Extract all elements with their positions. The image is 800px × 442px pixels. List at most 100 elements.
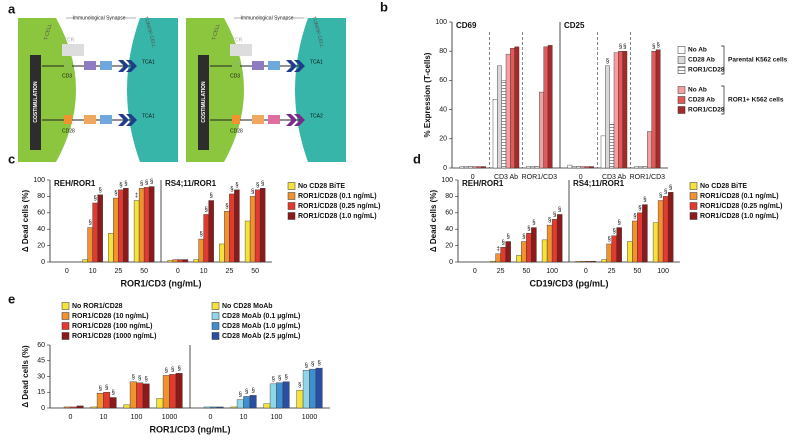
bar bbox=[634, 166, 639, 169]
significance-mark: § bbox=[245, 389, 248, 395]
bar bbox=[580, 260, 587, 263]
y-tick-label: 30 bbox=[37, 373, 45, 380]
bar bbox=[90, 406, 98, 409]
bar bbox=[463, 166, 469, 169]
x-tick-label: ROR1/CD3 bbox=[630, 174, 666, 181]
bar bbox=[156, 398, 164, 409]
legend-label: ROR1/CD28 (1.0 ng/mL) bbox=[700, 213, 779, 220]
title-bg bbox=[242, 14, 292, 22]
synapse-diagram: COSTIMULATION T-CELL TUMOR CELL Immunolo… bbox=[186, 14, 346, 162]
significance-mark: § bbox=[633, 214, 636, 220]
panel-label: c bbox=[8, 151, 15, 166]
legend-swatch bbox=[61, 312, 70, 320]
legend-swatch bbox=[211, 302, 220, 310]
bar bbox=[611, 235, 617, 263]
significance-mark: § bbox=[548, 218, 551, 224]
significance-mark: § bbox=[669, 185, 672, 191]
y-tick-label: 60 bbox=[37, 210, 45, 217]
bar bbox=[143, 187, 150, 263]
bar bbox=[103, 392, 111, 409]
bar bbox=[302, 370, 310, 409]
bar bbox=[589, 166, 594, 169]
bar bbox=[516, 255, 522, 263]
bar bbox=[216, 406, 224, 409]
facet-title: CD25 bbox=[564, 21, 585, 30]
legend-label: ROR1/CD28 (0.25 ng/mL) bbox=[298, 203, 380, 210]
bar bbox=[177, 259, 184, 263]
bar bbox=[500, 247, 506, 263]
bar bbox=[172, 259, 179, 263]
significance-mark: § bbox=[88, 220, 91, 226]
y-tick-label: 100 bbox=[435, 19, 447, 26]
bar bbox=[219, 243, 225, 263]
bar bbox=[642, 166, 648, 169]
bar bbox=[510, 48, 515, 169]
title-bg bbox=[74, 14, 124, 22]
bar bbox=[618, 51, 623, 169]
bar bbox=[556, 214, 563, 263]
bar bbox=[263, 403, 271, 409]
x-tick-label: 50 bbox=[633, 268, 641, 275]
legend-label: ROR1/CD28 (0.1 ng/mL) bbox=[298, 193, 377, 200]
tumor-cell-shape bbox=[127, 18, 178, 162]
bar bbox=[575, 260, 582, 263]
bar bbox=[269, 383, 277, 409]
bar bbox=[580, 166, 586, 169]
significance-mark: § bbox=[656, 42, 659, 48]
legend-label: CD28 Ab bbox=[688, 57, 715, 64]
facet-title: REH/ROR1 bbox=[54, 179, 96, 188]
significance-mark: § bbox=[93, 196, 96, 202]
bar bbox=[108, 233, 114, 263]
scfv bbox=[268, 115, 280, 124]
bar bbox=[236, 399, 244, 409]
legend-label: ROR1/CD28 (0.1 ng/mL) bbox=[700, 193, 779, 200]
bar bbox=[234, 189, 240, 263]
bar bbox=[92, 202, 98, 263]
bar bbox=[514, 46, 520, 169]
bar bbox=[616, 227, 622, 263]
significance-mark: ‡ bbox=[135, 193, 138, 199]
y-axis-label: Δ Dead cells (%) bbox=[21, 190, 30, 253]
costim-label: COSTIMULATION bbox=[33, 81, 39, 123]
bar bbox=[551, 219, 558, 263]
panel-label: d bbox=[413, 151, 421, 166]
cd28-label: CD28 bbox=[62, 128, 75, 134]
y-tick-label: 80 bbox=[37, 193, 45, 200]
legend-swatch bbox=[677, 56, 686, 64]
significance-mark: § bbox=[643, 197, 646, 203]
x-axis-label: CD19/CD3 (pg/mL) bbox=[529, 278, 608, 288]
tca-label: TCA1 bbox=[142, 59, 155, 65]
legend-swatch bbox=[61, 332, 70, 340]
x-tick-label: 100 bbox=[546, 268, 558, 275]
bar bbox=[531, 227, 537, 263]
bar bbox=[530, 166, 536, 169]
bar bbox=[526, 166, 531, 169]
bar bbox=[567, 164, 573, 169]
legend-swatch bbox=[287, 192, 296, 200]
cd3-shape bbox=[64, 61, 72, 70]
facet-title: RS4;11/ROR1 bbox=[165, 179, 217, 188]
bar bbox=[123, 404, 131, 409]
tca-label: TCA1 bbox=[310, 59, 323, 65]
significance-mark: § bbox=[177, 366, 180, 372]
significance-mark: § bbox=[235, 182, 238, 188]
bar bbox=[118, 189, 124, 263]
bar bbox=[175, 373, 183, 409]
legend-bracket bbox=[721, 45, 725, 75]
bar bbox=[244, 220, 251, 263]
costim-box bbox=[30, 55, 41, 150]
panel-label: e bbox=[8, 291, 15, 306]
bar bbox=[505, 241, 511, 263]
facet-title: RS4;11/ROR1 bbox=[573, 179, 625, 188]
significance-mark: § bbox=[623, 44, 626, 50]
significance-mark: § bbox=[119, 182, 122, 188]
significance-mark: § bbox=[105, 385, 108, 391]
tumor-cell-shape bbox=[295, 18, 346, 162]
legend-swatch bbox=[287, 202, 296, 210]
significance-mark: § bbox=[98, 187, 101, 193]
cd3-label: CD3 bbox=[230, 73, 240, 79]
significance-mark: § bbox=[132, 374, 135, 380]
bar bbox=[526, 233, 532, 263]
significance-mark: § bbox=[256, 182, 259, 188]
legend-swatch bbox=[287, 182, 296, 190]
